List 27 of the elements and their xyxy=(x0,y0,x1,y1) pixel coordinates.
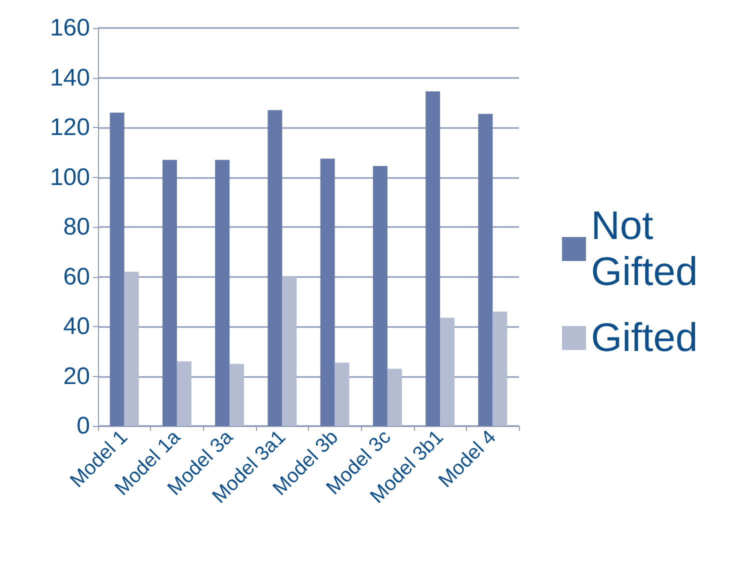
legend-label: Not Gifted xyxy=(591,204,698,294)
y-tick-label: 0 xyxy=(76,412,90,440)
bar xyxy=(282,276,297,426)
bar xyxy=(426,91,440,426)
legend-label: Gifted xyxy=(591,316,698,360)
bar xyxy=(387,368,402,426)
bar xyxy=(334,362,350,426)
bar xyxy=(162,160,177,426)
bar xyxy=(372,166,388,426)
bar xyxy=(124,272,139,426)
y-tick-label: 60 xyxy=(63,263,90,290)
bar xyxy=(268,110,282,426)
bar xyxy=(478,114,493,426)
y-tick-label: 160 xyxy=(50,14,90,42)
y-tick-label: 120 xyxy=(50,114,90,141)
bar xyxy=(440,318,455,426)
bar xyxy=(215,160,230,426)
bar xyxy=(320,158,335,426)
y-tick-label: 140 xyxy=(50,64,90,92)
bar xyxy=(230,364,244,426)
y-tick-label: 20 xyxy=(63,362,90,390)
y-tick-label: 40 xyxy=(63,313,90,340)
y-tick-label: 80 xyxy=(63,214,90,240)
bar xyxy=(176,361,192,426)
y-tick-label: 100 xyxy=(50,164,90,191)
bar xyxy=(110,112,124,426)
bar xyxy=(492,312,508,426)
